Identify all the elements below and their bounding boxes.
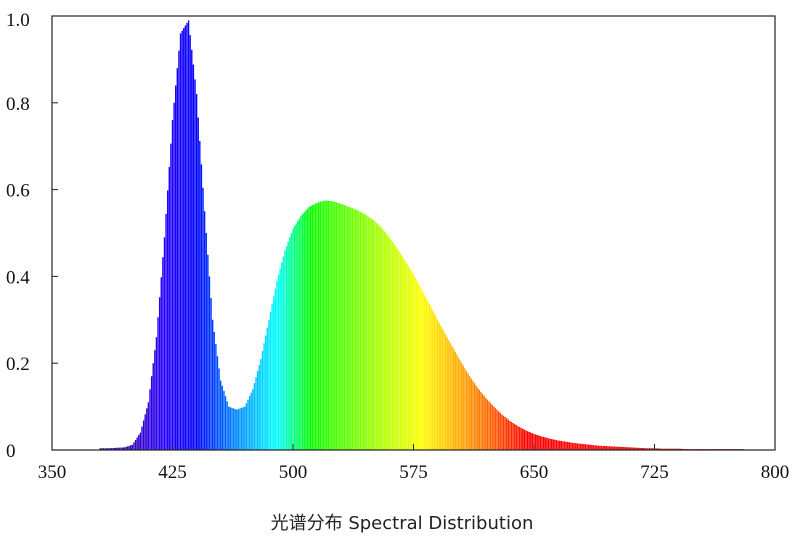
x-tick-label: 350 — [38, 462, 67, 483]
y-tick-label: 0.8 — [6, 94, 30, 115]
y-tick-label: 0.6 — [6, 181, 30, 202]
y-tick-label: 0 — [6, 441, 16, 462]
x-tick-label: 725 — [640, 462, 669, 483]
y-tick-label: 0.4 — [6, 267, 30, 288]
x-tick-label: 575 — [399, 462, 428, 483]
x-tick-label: 500 — [279, 462, 308, 483]
y-axis-ticks: 0 0.2 0.4 0.6 0.8 1.0 — [6, 10, 58, 462]
x-tick-label: 425 — [158, 462, 187, 483]
y-tick-label: 0.2 — [6, 354, 30, 375]
x-axis-title: 光谱分布 Spectral Distribution — [271, 513, 534, 534]
spectrum-bars — [99, 20, 744, 450]
y-tick-label: 1.0 — [6, 10, 30, 31]
x-tick-label: 800 — [761, 462, 790, 483]
x-axis-ticks: 350 425 500 575 650 725 800 — [38, 444, 790, 483]
x-tick-label: 650 — [520, 462, 549, 483]
